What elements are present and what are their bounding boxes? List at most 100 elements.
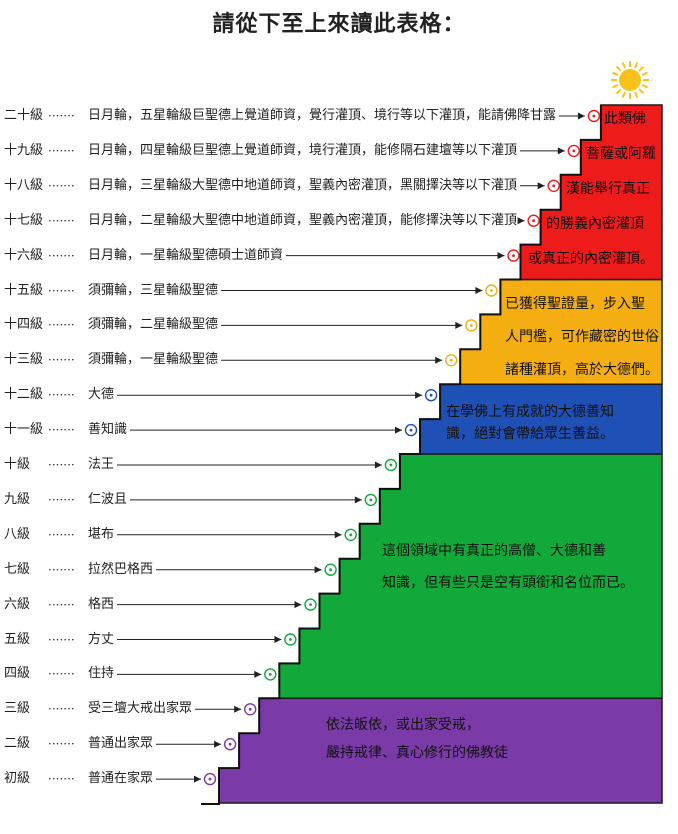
arrow-head xyxy=(334,531,342,539)
level-label: 九級 xyxy=(4,491,31,507)
arrow-head xyxy=(294,601,302,609)
level-marker-dot xyxy=(532,219,535,223)
level-marker-dot xyxy=(208,777,212,781)
level-description: 仁波且 xyxy=(88,491,128,507)
level-description: 大德 xyxy=(88,387,115,403)
arrow-head xyxy=(354,496,362,504)
tier-note-red: 的勝義內密灌頂 xyxy=(546,215,644,232)
leader-dots: ······· xyxy=(48,353,75,368)
level-label: 八級 xyxy=(4,526,31,542)
sun-ray xyxy=(621,62,626,69)
level-description: 須彌輪，三星輪級聖德 xyxy=(88,282,219,298)
level-label: 四級 xyxy=(4,666,31,682)
level-label: 十級 xyxy=(4,457,31,472)
level-label: 二十級 xyxy=(4,108,44,123)
leader-dots: ······· xyxy=(48,213,75,228)
level-description: 善知識 xyxy=(88,422,128,438)
level-label: 十八級 xyxy=(4,177,44,193)
level-label: 十二級 xyxy=(4,387,44,403)
leader-dots: ······· xyxy=(48,178,75,193)
level-marker-dot xyxy=(389,463,393,467)
arrow-head xyxy=(517,217,525,225)
tier-note-blue: 識，絕對會帶給眾生善益。 xyxy=(446,426,614,442)
level-description: 須彌輪，一星輪級聖德 xyxy=(88,352,219,368)
level-marker-dot xyxy=(349,533,353,537)
level-label: 十七級 xyxy=(4,212,44,228)
level-description: 日月輪，四星輪級巨聖德上覺道師資，境行灌頂，能修隔石建壇等以下灌頂 xyxy=(88,142,518,158)
arrow-head xyxy=(497,252,505,260)
leader-dots: ······· xyxy=(48,737,75,752)
level-label: 初級 xyxy=(4,771,31,787)
level-description: 拉然巴格西 xyxy=(88,561,154,577)
level-description: 日月輪，五星輪級巨聖德上覺道師資，覺行灌頂、境行等以下灌頂，能請佛降甘露 xyxy=(88,108,557,123)
tier-note-orange: 人門檻，可作藏密的世俗 xyxy=(505,329,659,345)
arrow-head xyxy=(234,705,242,713)
sun-ray xyxy=(634,91,639,98)
level-label: 十一級 xyxy=(4,422,44,438)
level-description: 普通出家眾 xyxy=(88,736,154,752)
arrow-head xyxy=(557,147,565,155)
level-marker-dot xyxy=(592,114,596,118)
level-marker-dot xyxy=(248,707,252,711)
leader-dots: ······· xyxy=(48,702,75,717)
arrow-head xyxy=(537,182,545,190)
arrow-head xyxy=(455,321,463,329)
sun-ray xyxy=(638,65,645,72)
tier-note-red: 漢能舉行真正 xyxy=(566,180,650,197)
leader-dots: ······· xyxy=(48,423,75,438)
level-marker-dot xyxy=(552,184,556,188)
leader-dots: ······· xyxy=(48,109,75,123)
level-label: 五級 xyxy=(4,631,31,647)
arrow-head xyxy=(475,287,483,294)
level-marker-dot xyxy=(309,603,312,606)
level-marker-dot xyxy=(228,742,232,746)
arrow-head xyxy=(314,566,322,574)
page-title: 請從下至上來讀此表格： xyxy=(212,11,466,37)
tier-note-red: 或真正的內密灌頂。 xyxy=(528,250,654,267)
level-description: 日月輪，一星輪級聖德碩士道師資 xyxy=(88,247,284,263)
level-label: 二級 xyxy=(4,736,31,752)
level-marker-dot xyxy=(409,428,413,432)
leader-dots: ······· xyxy=(48,772,75,787)
sun-icon xyxy=(619,69,641,91)
leader-dots: ······· xyxy=(48,632,75,647)
level-marker-dot xyxy=(449,358,453,362)
sun-ray xyxy=(621,91,626,98)
level-marker-dot xyxy=(490,289,493,292)
leader-dots: ······· xyxy=(48,492,75,507)
level-marker-dot xyxy=(512,254,515,257)
level-marker-dot xyxy=(289,638,292,641)
arrow-head xyxy=(415,391,423,399)
arrow-head xyxy=(435,356,443,364)
arrow-head xyxy=(374,461,382,469)
level-label: 十九級 xyxy=(4,142,44,158)
leader-dots: ······· xyxy=(48,248,75,263)
level-description: 普通在家眾 xyxy=(88,771,154,787)
level-description: 日月輪，二星輪級大聖德中地道師資，聖義內密灌頂，能修擇決等以下灌頂 xyxy=(88,212,518,228)
level-marker-dot xyxy=(369,498,373,502)
stair-outline xyxy=(201,105,602,805)
tier-note-orange: 已獲得聖證量，步入聖 xyxy=(505,296,645,312)
level-marker-dot xyxy=(329,568,332,572)
sun-ray xyxy=(641,71,648,76)
level-description: 法王 xyxy=(88,457,115,472)
leader-dots: ······· xyxy=(48,562,75,577)
leader-dots: ······· xyxy=(48,283,75,298)
tier-note-orange: 諸種灌頂，高於大德們。 xyxy=(505,362,659,378)
tier-note-red: 菩薩或阿羅 xyxy=(586,145,656,162)
level-marker-dot xyxy=(429,393,433,397)
arrow-head xyxy=(395,426,402,434)
tier-note-green: 這個領域中有真正的高僧、大德和善 xyxy=(382,543,606,559)
level-label: 十三級 xyxy=(4,352,44,368)
sun-ray xyxy=(612,84,619,89)
sun-ray xyxy=(615,65,622,72)
level-description: 受三壇大戒出家眾 xyxy=(88,701,193,717)
arrow-head xyxy=(577,112,585,120)
tier-note-red: 此類佛 xyxy=(604,111,646,127)
tier-note-blue: 在學佛上有成就的大德善知 xyxy=(446,404,614,420)
level-description: 方丈 xyxy=(88,631,115,647)
level-label: 十六級 xyxy=(4,247,44,263)
sun-ray xyxy=(615,88,622,95)
level-description: 堪布 xyxy=(88,526,115,542)
